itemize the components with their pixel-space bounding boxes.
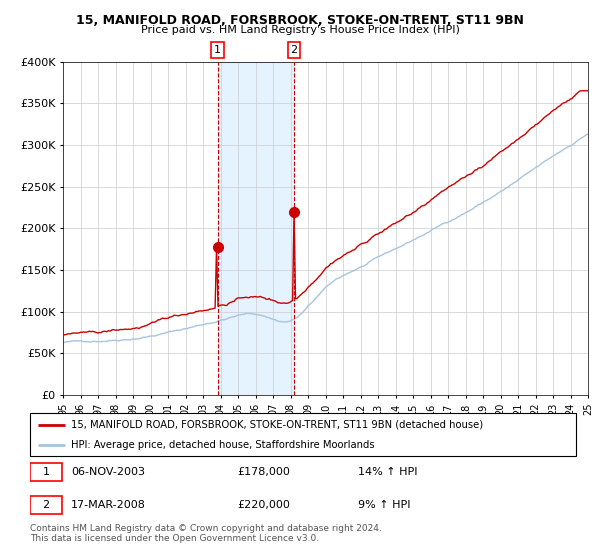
Text: 15, MANIFOLD ROAD, FORSBROOK, STOKE-ON-TRENT, ST11 9BN: 15, MANIFOLD ROAD, FORSBROOK, STOKE-ON-T… (76, 14, 524, 27)
Text: 1: 1 (43, 467, 49, 477)
Bar (218, 62, 294, 395)
Text: 9% ↑ HPI: 9% ↑ HPI (358, 500, 410, 510)
Text: 14% ↑ HPI: 14% ↑ HPI (358, 467, 417, 477)
Text: 15, MANIFOLD ROAD, FORSBROOK, STOKE-ON-TRENT, ST11 9BN (detached house): 15, MANIFOLD ROAD, FORSBROOK, STOKE-ON-T… (71, 420, 483, 430)
Text: £220,000: £220,000 (238, 500, 290, 510)
Text: 2: 2 (42, 500, 49, 510)
Text: HPI: Average price, detached house, Staffordshire Moorlands: HPI: Average price, detached house, Staf… (71, 441, 374, 450)
Text: 2: 2 (290, 45, 298, 55)
FancyBboxPatch shape (30, 496, 62, 514)
FancyBboxPatch shape (30, 413, 576, 456)
Text: Contains HM Land Registry data © Crown copyright and database right 2024.
This d: Contains HM Land Registry data © Crown c… (30, 524, 382, 543)
Text: £178,000: £178,000 (238, 467, 290, 477)
Text: Price paid vs. HM Land Registry's House Price Index (HPI): Price paid vs. HM Land Registry's House … (140, 25, 460, 35)
Text: 06-NOV-2003: 06-NOV-2003 (71, 467, 145, 477)
FancyBboxPatch shape (30, 464, 62, 481)
Text: 17-MAR-2008: 17-MAR-2008 (71, 500, 146, 510)
Text: 1: 1 (214, 45, 221, 55)
